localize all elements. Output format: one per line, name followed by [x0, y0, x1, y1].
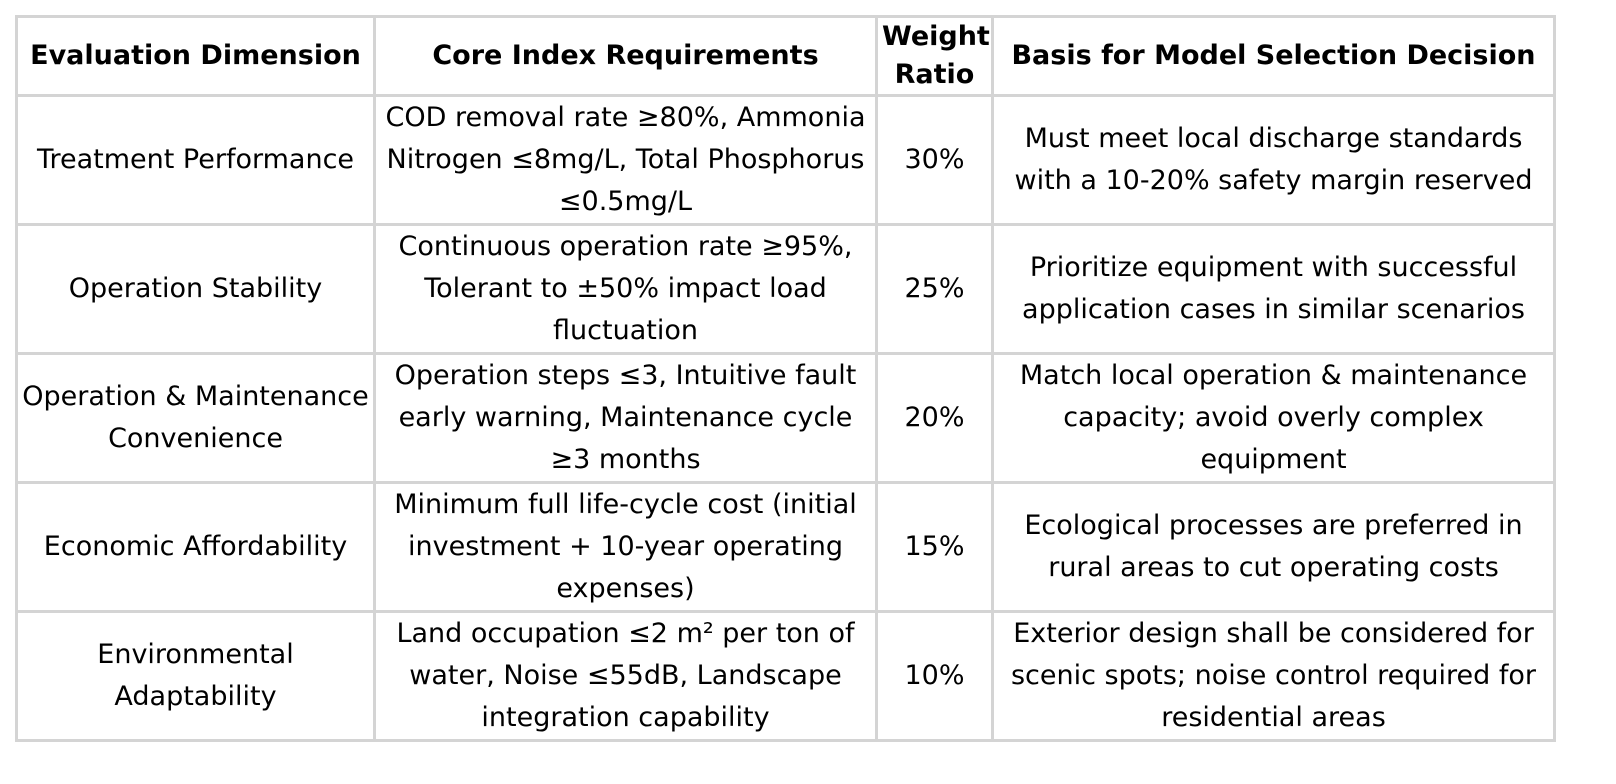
- evaluation-table: Evaluation Dimension Core Index Requirem…: [15, 15, 1556, 742]
- cell-requirements: COD removal rate ≥80%, Ammonia Nitrogen …: [373, 94, 878, 226]
- cell-basis: Must meet local discharge standards with…: [991, 94, 1556, 226]
- cell-dimension: Treatment Performance: [15, 94, 376, 226]
- table-row: Economic Affordability Minimum full life…: [15, 481, 1556, 613]
- cell-requirements: Land occupation ≤2 m² per ton of water, …: [373, 610, 878, 742]
- table-body: Treatment Performance COD removal rate ≥…: [15, 94, 1556, 742]
- cell-dimension: Environmental Adaptability: [15, 610, 376, 742]
- cell-basis: Match local operation & maintenance capa…: [991, 352, 1556, 484]
- cell-weight: 20%: [875, 352, 994, 484]
- cell-basis: Ecological processes are preferred in ru…: [991, 481, 1556, 613]
- header-evaluation-dimension: Evaluation Dimension: [15, 15, 376, 97]
- table-row: Operation & Maintenance Convenience Oper…: [15, 352, 1556, 484]
- table-header: Evaluation Dimension Core Index Requirem…: [15, 15, 1556, 97]
- header-weight-ratio: Weight Ratio: [875, 15, 994, 97]
- table-row: Operation Stability Continuous operation…: [15, 223, 1556, 355]
- header-row: Evaluation Dimension Core Index Requirem…: [15, 15, 1556, 97]
- header-core-index-requirements: Core Index Requirements: [373, 15, 878, 97]
- cell-basis: Prioritize equipment with successful app…: [991, 223, 1556, 355]
- cell-dimension: Economic Affordability: [15, 481, 376, 613]
- cell-requirements: Minimum full life-cycle cost (initial in…: [373, 481, 878, 613]
- cell-requirements: Operation steps ≤3, Intuitive fault earl…: [373, 352, 878, 484]
- cell-weight: 30%: [875, 94, 994, 226]
- cell-basis: Exterior design shall be considered for …: [991, 610, 1556, 742]
- header-basis-for-decision: Basis for Model Selection Decision: [991, 15, 1556, 97]
- cell-requirements: Continuous operation rate ≥95%, Tolerant…: [373, 223, 878, 355]
- table-row: Environmental Adaptability Land occupati…: [15, 610, 1556, 742]
- cell-weight: 15%: [875, 481, 994, 613]
- cell-dimension: Operation & Maintenance Convenience: [15, 352, 376, 484]
- table-row: Treatment Performance COD removal rate ≥…: [15, 94, 1556, 226]
- cell-weight: 25%: [875, 223, 994, 355]
- cell-dimension: Operation Stability: [15, 223, 376, 355]
- cell-weight: 10%: [875, 610, 994, 742]
